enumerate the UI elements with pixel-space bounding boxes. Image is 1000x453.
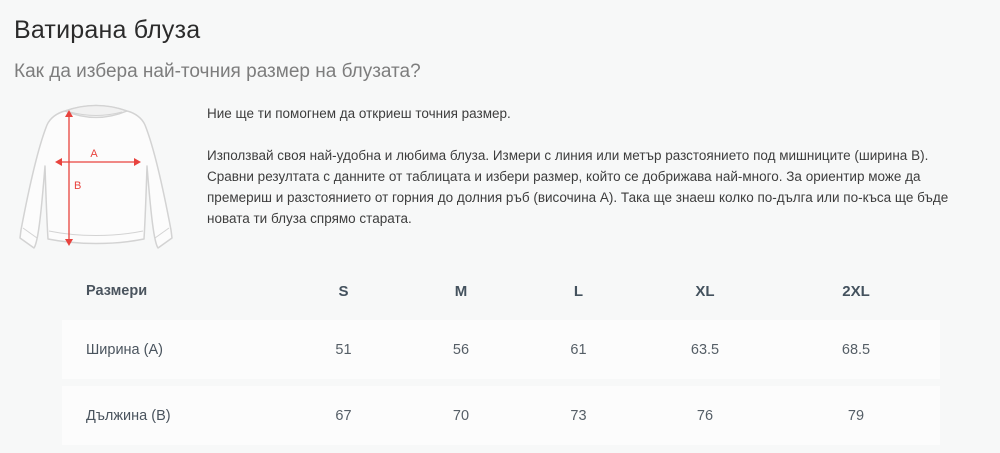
hem-band-line (48, 230, 144, 236)
sweatshirt-measurement-diagram: A B (8, 98, 193, 260)
intro-paragraph: Ние ще ти помогнем да откриеш точния раз… (207, 106, 511, 121)
row-label-length: Дължина (B) (86, 407, 171, 424)
length-label-b: B (74, 180, 81, 192)
table-row-length: Дължина (B) 67 70 73 76 79 (62, 386, 940, 445)
length-value-m: 70 (452, 407, 470, 424)
left-cuff-line (22, 227, 38, 239)
width-arrow-a: A (55, 148, 141, 166)
width-value-2xl: 68.5 (841, 341, 871, 358)
length-value-2xl: 79 (847, 407, 865, 424)
width-value-xl: 63.5 (690, 341, 720, 358)
length-value-l: 73 (570, 407, 587, 424)
sweatshirt-diagram-svg: A B (19, 104, 173, 249)
table-row-width: Ширина (A) 51 56 61 63.5 68.5 (62, 320, 940, 379)
collar-rib-line (69, 111, 123, 116)
right-cuff-line (154, 227, 170, 239)
page-subtitle: Как да избера най-точния размер на блуза… (14, 61, 421, 82)
instructions-paragraph: Използвай своя най-удобна и любима блуза… (207, 147, 949, 226)
length-value-xl: 76 (696, 407, 714, 424)
size-table-header-row: Размери S M L XL 2XL (62, 262, 940, 320)
header-sizes: Размери (86, 283, 148, 299)
header-size-m: M (454, 282, 468, 300)
width-value-s: 51 (335, 341, 352, 358)
length-arrow-b: B (65, 110, 81, 246)
header-size-l: L (573, 282, 584, 300)
header-size-2xl: 2XL (842, 282, 870, 300)
guide-description: Ние ще ти помогнем да откриеш точния раз… (207, 98, 967, 230)
page-title: Ватирана блуза (14, 16, 201, 44)
width-value-l: 61 (570, 341, 587, 358)
width-value-m: 56 (452, 341, 470, 358)
length-value-s: 67 (335, 407, 352, 424)
header-size-s: S (338, 282, 349, 300)
size-table: Размери S M L XL 2XL Ширина (A) 51 56 61… (62, 262, 940, 452)
header-size-xl: XL (695, 282, 715, 300)
row-label-width: Ширина (A) (86, 341, 163, 358)
guide-content: A B Ние ще ти помогнем да откриеш точния… (8, 98, 967, 260)
shirt-outline (19, 104, 173, 249)
width-label-a: A (90, 148, 98, 160)
